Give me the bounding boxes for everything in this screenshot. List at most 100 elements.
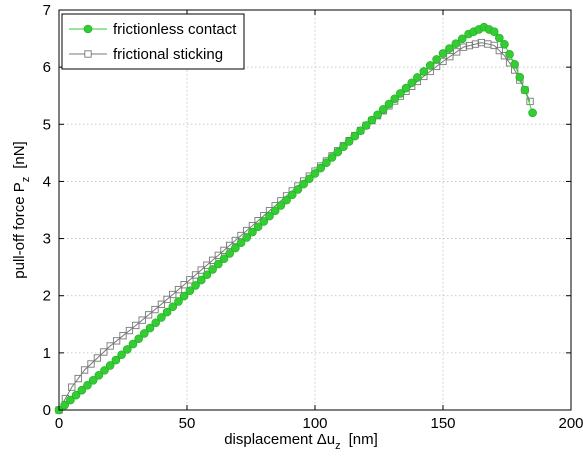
data-point xyxy=(134,334,143,344)
data-point xyxy=(83,380,92,390)
data-point xyxy=(528,108,537,118)
data-point xyxy=(293,185,303,194)
data-point xyxy=(213,259,223,269)
y-tick-label: 5 xyxy=(43,116,51,133)
data-point xyxy=(74,374,82,383)
x-axis-title-subscript: z xyxy=(335,440,341,452)
y-axis-title-subscript: z xyxy=(20,177,32,183)
data-point xyxy=(339,142,348,152)
data-point xyxy=(500,39,509,49)
data-point xyxy=(151,305,159,314)
x-tick-label: 150 xyxy=(430,415,455,432)
data-point xyxy=(367,115,377,125)
data-point xyxy=(236,238,246,248)
data-point xyxy=(390,94,399,104)
data-point xyxy=(71,390,81,400)
data-point xyxy=(203,261,211,269)
data-point xyxy=(495,33,504,43)
data-point xyxy=(112,337,121,345)
data-point xyxy=(68,383,76,391)
data-point xyxy=(451,39,461,49)
data-point xyxy=(242,233,252,242)
data-point xyxy=(276,201,286,210)
y-axis-title-main: pull-off force P xyxy=(11,182,28,278)
data-point xyxy=(191,271,200,279)
series-layer xyxy=(54,22,537,415)
data-point xyxy=(196,275,206,285)
data-point xyxy=(106,342,114,350)
data-point xyxy=(180,281,188,289)
y-tick-label: 0 xyxy=(43,402,51,419)
data-point xyxy=(327,153,337,162)
data-point xyxy=(208,256,217,264)
data-point xyxy=(202,270,212,280)
data-point xyxy=(225,249,234,258)
data-point xyxy=(384,99,394,109)
data-point xyxy=(490,41,498,50)
data-point xyxy=(119,332,127,340)
x-axis-title-unit: [nm] xyxy=(349,431,378,448)
data-point xyxy=(510,59,519,69)
data-point xyxy=(419,67,429,76)
data-point xyxy=(438,49,448,58)
x-tick-label: 50 xyxy=(179,415,196,432)
x-tick-label: 100 xyxy=(302,415,327,432)
data-point xyxy=(305,174,314,184)
data-point xyxy=(151,318,161,328)
data-point xyxy=(446,53,454,61)
data-point xyxy=(270,206,280,216)
legend-marker xyxy=(84,50,92,58)
data-point xyxy=(282,195,291,205)
data-point xyxy=(495,46,503,55)
data-point xyxy=(356,126,365,136)
data-point xyxy=(361,121,371,130)
data-point xyxy=(117,350,126,360)
x-axis-title-main: displacement Δu xyxy=(224,431,335,448)
data-point xyxy=(407,78,417,88)
data-point xyxy=(425,61,435,70)
data-point xyxy=(157,300,166,308)
data-point xyxy=(401,83,411,93)
x-tick-label: 0 xyxy=(55,415,63,432)
data-point xyxy=(515,72,525,82)
x-axis-title: displacement Δuz [nm] xyxy=(224,431,378,452)
data-point xyxy=(299,179,308,189)
data-point xyxy=(132,321,140,330)
data-point xyxy=(253,222,263,232)
y-tick-label: 6 xyxy=(43,59,51,76)
data-point xyxy=(191,281,200,290)
data-point xyxy=(174,297,183,306)
data-point xyxy=(168,302,178,312)
data-point xyxy=(520,85,530,95)
data-point xyxy=(94,371,104,380)
data-point xyxy=(60,400,69,410)
data-point xyxy=(128,339,138,349)
data-point xyxy=(505,49,514,59)
data-point xyxy=(344,137,354,146)
data-point xyxy=(122,345,132,354)
data-point xyxy=(145,323,155,333)
data-point xyxy=(157,313,166,322)
data-point xyxy=(105,361,115,370)
data-point xyxy=(457,34,467,44)
ticks: 0 50 100 150 200 0 1 2 3 4 5 6 7 xyxy=(43,2,583,432)
data-point xyxy=(197,266,205,274)
data-point xyxy=(185,286,195,296)
data-point xyxy=(100,366,109,375)
data-point xyxy=(179,291,189,301)
data-point xyxy=(208,265,217,274)
data-point xyxy=(373,110,382,120)
y-tick-label: 3 xyxy=(43,231,51,248)
legend-label: frictional sticking xyxy=(113,46,223,63)
y-tick-label: 2 xyxy=(43,288,51,305)
data-point xyxy=(445,44,454,53)
y-tick-label: 4 xyxy=(43,173,51,190)
y-axis-title-unit: [nN] xyxy=(11,141,28,169)
data-point xyxy=(310,169,320,178)
data-point xyxy=(316,163,325,173)
data-point xyxy=(174,285,183,294)
y-tick-label: 7 xyxy=(43,2,51,19)
data-point xyxy=(100,348,108,356)
